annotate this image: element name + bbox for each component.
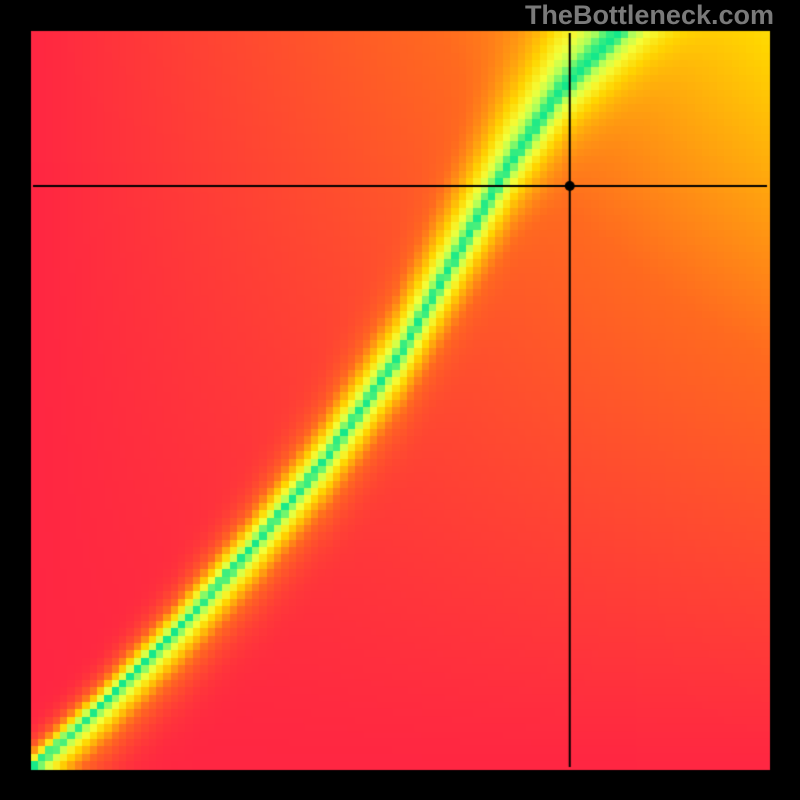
watermark-label: TheBottleneck.com: [525, 0, 774, 31]
chart-root: TheBottleneck.com: [0, 0, 800, 800]
bottleneck-heatmap-canvas: [0, 0, 800, 800]
